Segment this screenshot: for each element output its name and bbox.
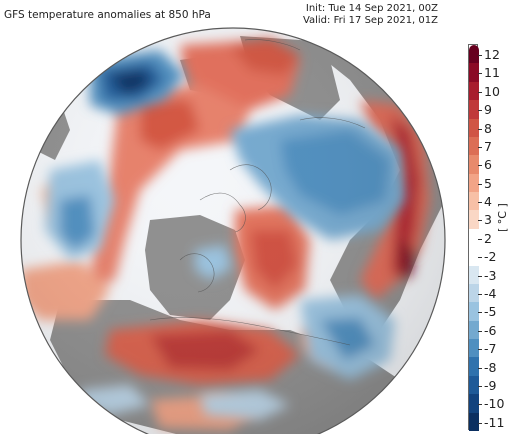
colorbar-segment — [469, 45, 479, 64]
colorbar-segment — [469, 302, 479, 322]
colorbar-tick-label: -6 — [484, 322, 497, 338]
colorbar-tick-label: 12 — [484, 47, 500, 63]
colorbar-tick-label: 4 — [484, 194, 492, 210]
colorbar-segment — [469, 247, 479, 267]
colorbar-tick — [478, 330, 482, 332]
colorbar-tick — [478, 220, 482, 222]
colorbar-tick — [478, 202, 482, 204]
colorbar-segment — [469, 357, 479, 377]
colorbar-tick-label: 9 — [484, 102, 492, 118]
colorbar-segment — [469, 320, 479, 340]
colorbar-tick-label: -11 — [484, 414, 505, 430]
colorbar-tick-label: 11 — [484, 65, 500, 81]
colorbar-tick — [478, 367, 482, 369]
colorbar-tick-label: -2 — [484, 249, 497, 265]
colorbar-segment — [469, 210, 479, 230]
colorbar-segment — [469, 228, 479, 248]
valid-time: Valid: Fri 17 Sep 2021, 01Z — [302, 15, 438, 26]
colorbar-tick-label: -4 — [484, 285, 497, 301]
colorbar-tick-label: 3 — [484, 212, 492, 228]
colorbar-segment — [469, 173, 479, 193]
colorbar-tick-label: 5 — [484, 175, 492, 191]
map-title: GFS temperature anomalies at 850 hPa — [4, 9, 211, 21]
globe-outline — [20, 27, 446, 434]
colorbar-segment — [469, 136, 479, 156]
colorbar-tick — [478, 73, 482, 75]
colorbar-segment — [469, 375, 479, 395]
colorbar-tick-label: -3 — [484, 267, 497, 283]
init-time: Init: Tue 14 Sep 2021, 00Z — [305, 3, 438, 14]
colorbar-tick — [478, 404, 482, 406]
colorbar-segment — [469, 100, 479, 120]
colorbar-segment — [469, 265, 479, 285]
colorbar-unit-label: [ °C ] — [496, 203, 509, 232]
colorbar — [468, 44, 479, 432]
colorbar-tick-label: 10 — [484, 83, 500, 99]
colorbar-tick-label: -10 — [484, 396, 505, 412]
colorbar-tick — [478, 165, 482, 167]
colorbar-tick — [478, 422, 482, 424]
colorbar-tick — [478, 110, 482, 112]
colorbar-tick — [478, 146, 482, 148]
colorbar-segment — [469, 81, 479, 101]
colorbar-segment — [469, 412, 479, 432]
colorbar-tick-label: -8 — [484, 359, 497, 375]
colorbar-tick-label: -7 — [484, 341, 497, 357]
colorbar-tick-label: 6 — [484, 157, 492, 173]
colorbar-segment — [469, 339, 479, 358]
colorbar-tick — [478, 91, 482, 93]
colorbar-tick — [478, 312, 482, 314]
colorbar-segment — [469, 155, 479, 175]
colorbar-segment — [469, 118, 479, 138]
colorbar-segment — [469, 394, 479, 414]
colorbar-tick — [478, 128, 482, 130]
colorbar-tick — [478, 275, 482, 277]
colorbar-tick-label: 7 — [484, 138, 492, 154]
colorbar-tick-label: -9 — [484, 377, 497, 393]
colorbar-tick-label: -5 — [484, 304, 497, 320]
colorbar-segment — [469, 192, 479, 211]
colorbar-tick — [478, 238, 482, 240]
colorbar-tick-label: 2 — [484, 230, 492, 246]
colorbar-tick — [478, 183, 482, 185]
colorbar-segment — [469, 63, 479, 83]
colorbar-tick — [478, 55, 482, 57]
colorbar-tick — [478, 293, 482, 295]
colorbar-tick — [478, 257, 482, 259]
colorbar-segment — [469, 283, 479, 303]
run-info: Init: Tue 14 Sep 2021, 00Z Valid: Fri 17… — [303, 3, 438, 27]
colorbar-tick — [478, 385, 482, 387]
colorbar-tick — [478, 349, 482, 351]
colorbar-tick-label: 8 — [484, 120, 492, 136]
